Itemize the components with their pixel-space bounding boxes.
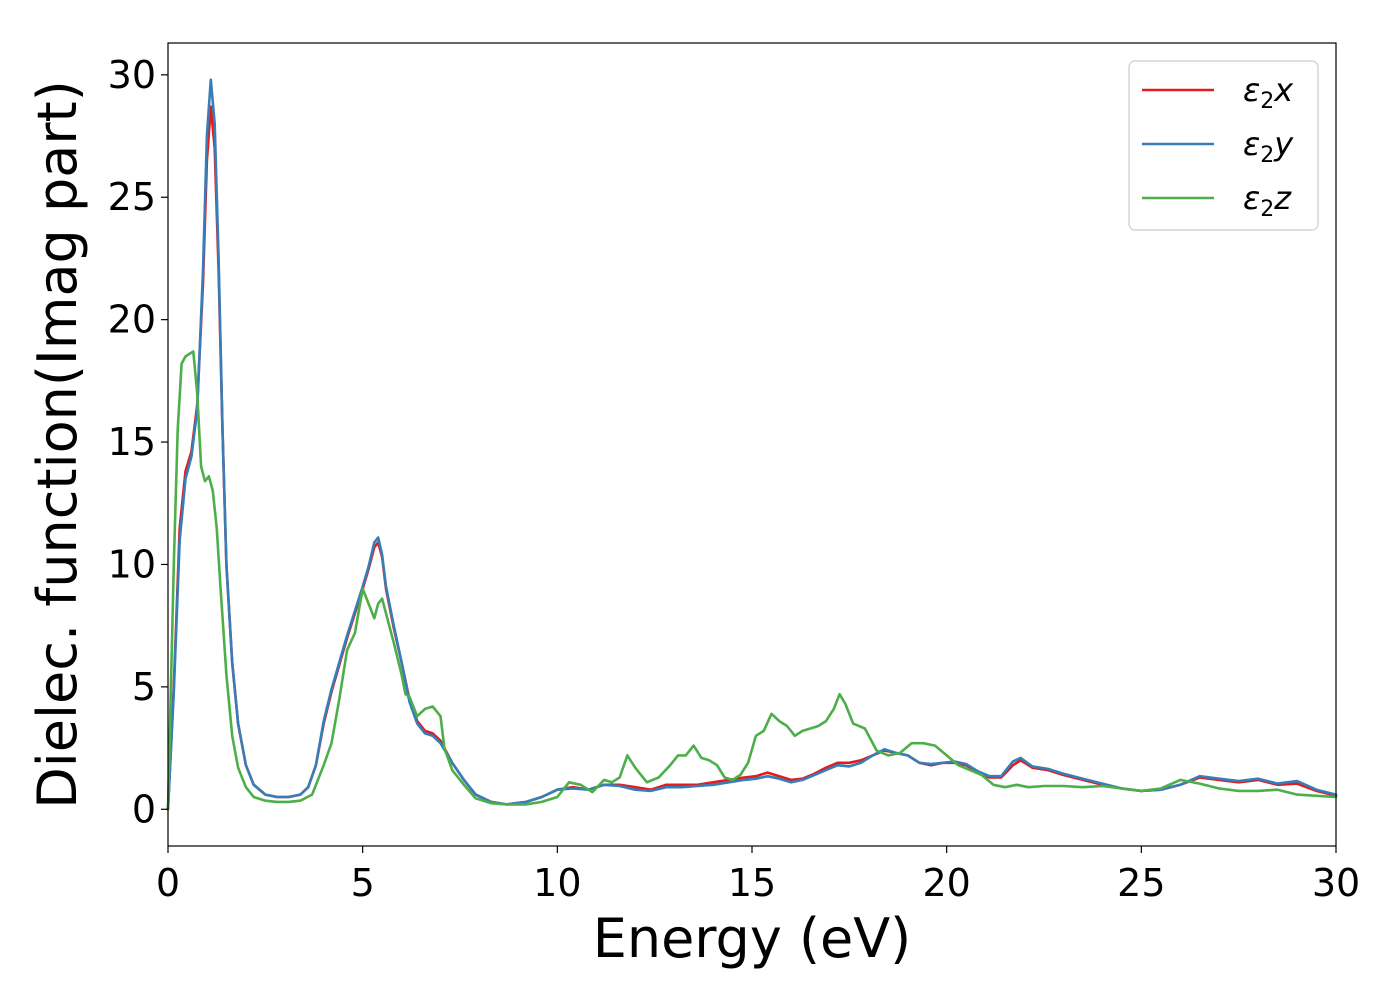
x-tick-label: 10 <box>533 861 581 905</box>
y-tick-label: 0 <box>132 787 156 831</box>
legend-component: y <box>1273 125 1294 163</box>
x-tick-label: 5 <box>351 861 375 905</box>
y-tick-label: 25 <box>108 175 156 219</box>
legend-component: z <box>1273 179 1292 217</box>
y-tick-label: 30 <box>108 53 156 97</box>
legend-symbol: ε <box>1243 125 1260 163</box>
legend-symbol: ε <box>1243 179 1260 217</box>
y-tick-label: 15 <box>108 420 156 464</box>
legend-component: x <box>1273 71 1294 109</box>
x-tick-label: 30 <box>1312 861 1360 905</box>
legend-subscript: 2 <box>1260 89 1274 114</box>
legend-box <box>1128 60 1319 231</box>
y-tick-label: 5 <box>132 665 156 709</box>
legend-symbol: ε <box>1243 71 1260 109</box>
x-tick-label: 25 <box>1117 861 1165 905</box>
axis-ticks: 0 5 10 15 20 25 30 0 5 10 15 20 25 30 <box>108 53 1361 905</box>
legend-label-y: ε2y <box>1243 125 1294 168</box>
legend-label-z: ε2z <box>1243 179 1292 222</box>
x-tick-label: 15 <box>728 861 776 905</box>
x-tick-label: 20 <box>922 861 970 905</box>
x-axis-title: Energy (eV) <box>593 907 912 970</box>
y-tick-label: 10 <box>108 542 156 586</box>
y-axis-title: Dielec. function(Imag part) <box>26 80 89 809</box>
legend-label-x: ε2x <box>1243 71 1294 114</box>
x-tick-label: 0 <box>156 861 180 905</box>
series-line-z <box>166 350 1338 811</box>
series-lines <box>166 78 1338 811</box>
legend-subscript: 2 <box>1260 197 1274 222</box>
legend-subscript: 2 <box>1260 143 1274 168</box>
y-tick-label: 20 <box>108 298 156 342</box>
